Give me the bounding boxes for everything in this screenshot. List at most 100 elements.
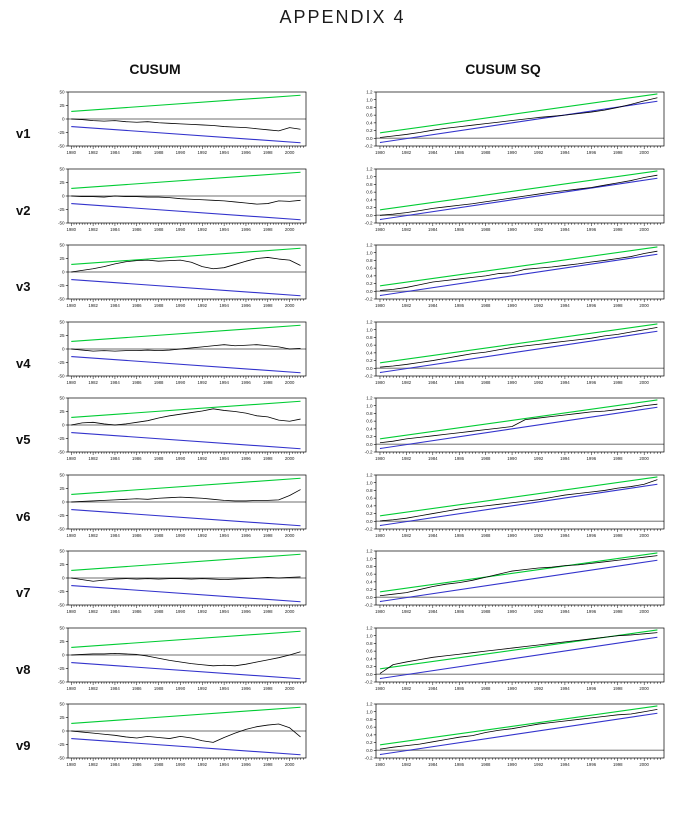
svg-text:1996: 1996 [241,762,251,767]
svg-text:2000: 2000 [285,150,295,155]
svg-text:1992: 1992 [534,303,544,308]
svg-text:1990: 1990 [176,227,186,232]
svg-text:1992: 1992 [198,227,208,232]
svg-text:1982: 1982 [88,533,98,538]
svg-text:1.0: 1.0 [366,97,373,102]
svg-text:1986: 1986 [132,533,142,538]
row-label-v2: v2 [16,202,31,218]
svg-text:1996: 1996 [241,456,251,461]
svg-text:1992: 1992 [198,609,208,614]
svg-text:1.2: 1.2 [366,702,373,707]
svg-text:1988: 1988 [154,762,164,767]
svg-text:-50: -50 [58,297,65,302]
svg-text:0.0: 0.0 [366,671,373,676]
svg-text:1996: 1996 [241,303,251,308]
svg-text:1994: 1994 [560,609,570,614]
svg-text:1984: 1984 [428,686,438,691]
svg-text:1982: 1982 [402,456,412,461]
svg-text:1996: 1996 [587,762,597,767]
svg-text:0.8: 0.8 [366,105,373,110]
svg-text:0.2: 0.2 [366,740,373,745]
svg-text:0: 0 [62,499,65,504]
chart-row-v8: v8 50 25 0 -25 -50 1980 1982 1984 1986 1988 1990 19… [14,622,674,699]
svg-text:-50: -50 [58,450,65,455]
svg-text:2000: 2000 [285,227,295,232]
svg-text:0.6: 0.6 [366,648,373,653]
chart-row-v2: v2 50 25 0 -25 -50 1980 1982 1984 1986 1988 1990 19… [14,163,674,240]
svg-text:1988: 1988 [154,227,164,232]
svg-text:1984: 1984 [428,303,438,308]
svg-text:1980: 1980 [66,533,76,538]
svg-text:2000: 2000 [639,609,649,614]
svg-text:2000: 2000 [285,380,295,385]
svg-text:0.4: 0.4 [366,197,373,202]
svg-text:1980: 1980 [375,227,385,232]
svg-text:1.0: 1.0 [366,709,373,714]
svg-text:2000: 2000 [285,686,295,691]
svg-text:1992: 1992 [534,150,544,155]
svg-text:1992: 1992 [534,609,544,614]
svg-text:1984: 1984 [428,380,438,385]
svg-text:0.0: 0.0 [366,442,373,447]
svg-text:1980: 1980 [66,380,76,385]
svg-text:1982: 1982 [402,227,412,232]
svg-text:0.8: 0.8 [366,335,373,340]
svg-text:1.0: 1.0 [366,250,373,255]
svg-text:1984: 1984 [110,150,120,155]
svg-text:1982: 1982 [402,609,412,614]
chart-grid: v1 50 25 0 -25 -50 1980 1982 1984 1986 1988 1990 19… [14,86,674,775]
svg-text:1992: 1992 [534,686,544,691]
svg-text:1998: 1998 [613,762,623,767]
svg-text:0: 0 [62,346,65,351]
svg-text:25: 25 [59,256,65,261]
svg-text:1980: 1980 [66,686,76,691]
svg-text:1994: 1994 [560,686,570,691]
svg-text:1998: 1998 [263,609,273,614]
svg-text:1996: 1996 [587,533,597,538]
svg-text:1982: 1982 [88,762,98,767]
svg-text:1986: 1986 [454,227,464,232]
svg-text:0.8: 0.8 [366,564,373,569]
svg-text:0.8: 0.8 [366,258,373,263]
svg-text:1998: 1998 [613,303,623,308]
svg-text:1990: 1990 [507,609,517,614]
svg-text:1990: 1990 [176,762,186,767]
svg-text:25: 25 [59,562,65,567]
svg-text:1996: 1996 [241,227,251,232]
svg-text:-25: -25 [58,742,65,747]
svg-text:1982: 1982 [88,150,98,155]
svg-text:1992: 1992 [534,762,544,767]
svg-text:1.0: 1.0 [366,480,373,485]
svg-text:50: 50 [59,166,65,171]
svg-text:1992: 1992 [534,227,544,232]
svg-text:1988: 1988 [154,150,164,155]
svg-text:1980: 1980 [375,533,385,538]
svg-text:1986: 1986 [132,609,142,614]
svg-text:0.8: 0.8 [366,411,373,416]
chart-row-v5: v5 50 25 0 -25 -50 1980 1982 1984 1986 1988 1990 19… [14,392,674,469]
svg-text:-0.2: -0.2 [365,603,373,608]
svg-text:1998: 1998 [263,150,273,155]
svg-text:1992: 1992 [534,380,544,385]
svg-text:2000: 2000 [639,380,649,385]
svg-text:1998: 1998 [613,609,623,614]
svg-text:50: 50 [59,396,65,401]
svg-text:0.4: 0.4 [366,579,373,584]
svg-text:1988: 1988 [481,380,491,385]
svg-text:1984: 1984 [110,686,120,691]
svg-text:1988: 1988 [481,303,491,308]
svg-text:1994: 1994 [219,456,229,461]
svg-text:1988: 1988 [481,150,491,155]
svg-text:1990: 1990 [507,533,517,538]
svg-text:1982: 1982 [88,686,98,691]
svg-text:1984: 1984 [110,380,120,385]
svg-text:1990: 1990 [507,762,517,767]
svg-text:25: 25 [59,639,65,644]
